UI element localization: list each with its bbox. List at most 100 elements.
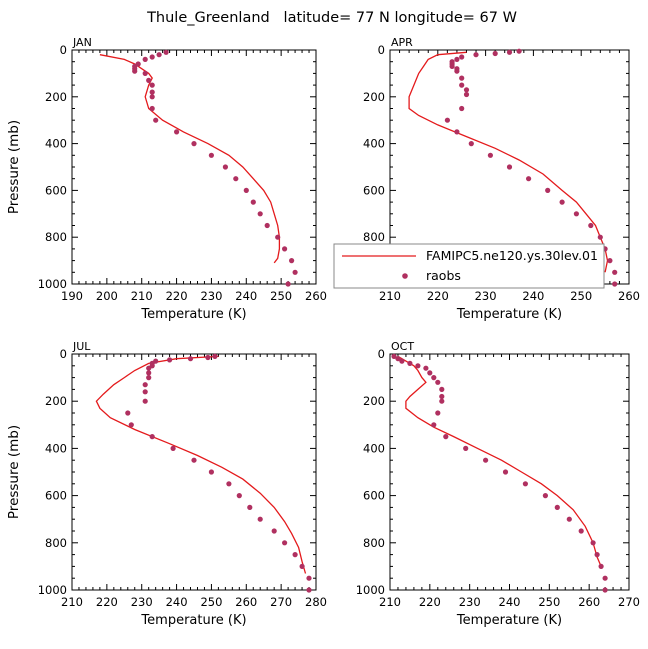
raobs-point: [250, 199, 256, 205]
raobs-point: [153, 117, 159, 123]
raobs-point: [443, 434, 449, 440]
raobs-point: [142, 382, 148, 388]
raobs-point: [439, 393, 445, 400]
x-tick-label: 210: [61, 595, 83, 609]
raobs-point: [439, 398, 445, 404]
raobs-point: [431, 422, 437, 428]
raobs-point: [142, 398, 148, 404]
y-tick-label: 400: [363, 441, 385, 455]
raobs-point: [146, 375, 152, 381]
y-tick-label: 600: [45, 183, 67, 197]
raobs-point: [597, 234, 603, 240]
raobs-point: [415, 363, 421, 369]
x-tick-label: 220: [419, 595, 441, 609]
raobs-point: [149, 105, 155, 112]
raobs-point: [423, 365, 429, 371]
y-tick-label: 400: [363, 137, 385, 151]
x-tick-label: 200: [96, 289, 118, 303]
raobs-point: [257, 516, 263, 522]
x-tick-label: 240: [235, 289, 257, 303]
x-tick-label: 270: [270, 595, 292, 609]
raobs-point: [492, 50, 498, 57]
raobs-point: [149, 434, 155, 440]
raobs-point: [285, 281, 291, 287]
panel-apr: 21022023024025026002004006008001000APRTe…: [333, 36, 640, 322]
raobs-point: [449, 63, 455, 69]
raobs-point: [516, 48, 522, 54]
raobs-point: [612, 269, 618, 275]
model-profile-line: [408, 51, 609, 273]
raobs-point: [163, 49, 169, 55]
raobs-point: [257, 211, 263, 217]
figure-title: Thule_Greenland latitude= 77 N longitude…: [146, 10, 517, 26]
x-tick-label: 260: [235, 595, 257, 609]
raobs-point: [554, 504, 560, 510]
x-axis-label: Temperature (K): [140, 613, 246, 628]
raobs-point: [459, 75, 465, 81]
raobs-point: [205, 354, 211, 361]
x-tick-label: 250: [200, 595, 222, 609]
raobs-point: [506, 164, 513, 170]
raobs-point: [212, 353, 218, 359]
raobs-point: [526, 176, 532, 182]
raobs-point: [463, 91, 470, 98]
raobs-point: [149, 89, 155, 95]
raobs-point: [264, 222, 270, 229]
y-axis-label: Pressure (mb): [6, 120, 22, 214]
y-tick-label: 800: [363, 536, 385, 550]
panel-label: APR: [391, 36, 413, 49]
x-tick-label: 240: [522, 289, 544, 303]
raobs-point: [226, 481, 232, 487]
y-tick-label: 400: [45, 441, 67, 455]
raobs-point: [612, 281, 618, 287]
raobs-point: [506, 49, 513, 55]
raobs-point: [236, 493, 242, 499]
raobs-point: [191, 141, 197, 147]
raobs-point: [573, 211, 580, 217]
y-tick-label: 800: [45, 230, 67, 244]
x-axis-label: Temperature (K): [456, 613, 562, 628]
x-tick-label: 260: [618, 289, 640, 303]
raobs-point: [542, 493, 549, 499]
panel-label: OCT: [391, 340, 414, 353]
y-tick-label: 1000: [38, 583, 67, 597]
raobs-point: [427, 370, 433, 376]
y-tick-label: 200: [363, 394, 385, 408]
raobs-point: [142, 389, 148, 395]
raobs-point: [435, 379, 441, 385]
raobs-point: [222, 164, 228, 170]
model-profile-line: [95, 355, 307, 574]
x-tick-label: 220: [96, 595, 118, 609]
x-tick-label: 250: [538, 595, 560, 609]
raobs-point: [459, 82, 465, 88]
legend-obs-label: raobs: [426, 268, 461, 283]
legend-point-swatch: [402, 273, 408, 279]
raobs-point: [590, 540, 596, 546]
raobs-point: [142, 56, 148, 63]
raobs-point: [292, 552, 298, 558]
raobs-point: [607, 258, 613, 264]
x-tick-label: 210: [379, 595, 401, 609]
raobs-point: [487, 152, 493, 158]
raobs-point: [282, 540, 288, 546]
y-axis-label: Pressure (mb): [6, 425, 22, 519]
raobs-point: [483, 457, 489, 463]
y-tick-label: 400: [45, 137, 67, 151]
raobs-point: [146, 370, 152, 376]
raobs-point: [502, 469, 509, 475]
raobs-point: [407, 360, 413, 366]
y-tick-label: 0: [60, 43, 67, 57]
raobs-point: [271, 528, 277, 534]
raobs-point: [170, 445, 176, 451]
raobs-point: [559, 199, 565, 205]
raobs-point: [128, 422, 134, 428]
raobs-point: [247, 504, 253, 510]
y-tick-label: 0: [60, 347, 67, 361]
x-tick-label: 190: [61, 289, 83, 303]
raobs-point: [142, 70, 148, 76]
raobs-point: [156, 52, 162, 58]
x-tick-label: 230: [459, 595, 481, 609]
raobs-point: [208, 469, 214, 475]
raobs-point: [594, 552, 600, 558]
